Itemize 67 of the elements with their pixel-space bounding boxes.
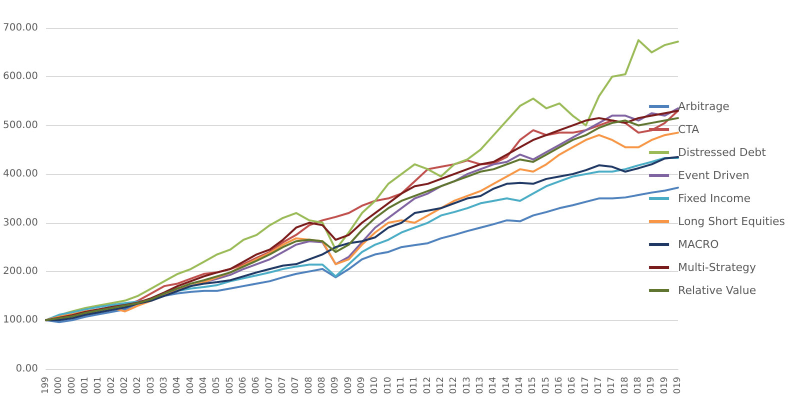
x-tick-label: 002 — [120, 376, 130, 394]
x-tick-label: 001 — [80, 376, 90, 394]
x-tick-label: 199 — [40, 376, 51, 394]
legend-label: CTA — [678, 123, 700, 136]
x-tick-label: 009 — [356, 376, 367, 394]
x-tick-label: 007 — [291, 376, 302, 394]
y-tick-label: 300.00 — [2, 217, 38, 228]
x-tick-label: 012 — [449, 376, 460, 394]
x-tick-label: 006 — [238, 376, 248, 394]
x-tick-label: 009 — [344, 376, 354, 394]
x-tick-label: 010 — [370, 376, 380, 394]
x-tick-label: 008 — [304, 376, 314, 394]
x-tick-label: 000 — [67, 376, 78, 394]
x-tick-label: 001 — [94, 376, 104, 394]
x-tick-label: 019 — [660, 376, 670, 394]
x-tick-label: 013 — [475, 376, 486, 394]
x-tick-label: 007 — [264, 376, 275, 394]
x-tick-label: 014 — [488, 376, 499, 394]
y-tick-label: 400.00 — [2, 168, 38, 180]
x-tick-label: 012 — [436, 376, 446, 394]
x-tick-label: 017 — [607, 376, 618, 394]
x-tick-label: 015 — [528, 376, 538, 394]
x-tick-label: 004 — [198, 376, 209, 394]
x-tick-label: 016 — [568, 376, 578, 394]
legend-label: Event Driven — [678, 169, 750, 182]
x-tick-label: 002 — [106, 376, 117, 394]
legend-label: Relative Value — [678, 284, 756, 297]
x-tick-label: 004 — [172, 376, 183, 394]
x-tick-label: 016 — [554, 376, 564, 394]
x-tick-label: 014 — [515, 376, 525, 394]
y-tick-label: 700.00 — [2, 22, 38, 34]
x-tick-label: 018 — [634, 376, 644, 394]
x-tick-label: 017 — [580, 376, 591, 394]
x-tick-label: 005 — [212, 376, 222, 394]
x-tick-label: 012 — [422, 376, 433, 394]
x-tick-label: 017 — [594, 376, 604, 394]
x-tick-label: 000 — [54, 376, 64, 394]
x-tick-label: 007 — [278, 376, 288, 394]
x-tick-label: 014 — [502, 376, 512, 394]
x-tick-label: 002 — [133, 376, 144, 394]
legend-label: MACRO — [678, 238, 720, 251]
x-tick-label: 019 — [673, 376, 683, 394]
x-tick-label: 005 — [225, 376, 236, 394]
x-tick-label: 009 — [330, 376, 341, 394]
x-tick-label: 019 — [646, 376, 657, 394]
x-tick-label: 006 — [252, 376, 262, 394]
x-tick-label: 003 — [159, 376, 170, 394]
y-tick-label: 100.00 — [2, 314, 38, 326]
legend-label: Arbitrage — [678, 100, 730, 113]
legend-label: Distressed Debt — [678, 146, 767, 159]
x-tick-label: 018 — [620, 376, 630, 394]
legend-label: Long Short Equities — [678, 215, 786, 228]
x-tick-label: 015 — [541, 376, 552, 394]
legend-label: Multi-Strategy — [678, 261, 757, 274]
y-tick-label: 600.00 — [2, 71, 38, 82]
y-tick-label: 200.00 — [2, 266, 38, 277]
x-tick-label: 010 — [383, 376, 394, 394]
legend-label: Fixed Income — [678, 192, 751, 205]
y-tick-label: 0.00 — [16, 363, 38, 374]
x-tick-label: 003 — [146, 376, 156, 394]
y-tick-label: 500.00 — [2, 120, 38, 131]
x-tick-label: 011 — [396, 376, 406, 394]
x-tick-label: 008 — [317, 376, 328, 394]
x-tick-label: 013 — [462, 376, 472, 394]
x-tick-label: 011 — [410, 376, 420, 394]
x-tick-label: 004 — [186, 376, 196, 394]
line-series — [44, 186, 679, 324]
